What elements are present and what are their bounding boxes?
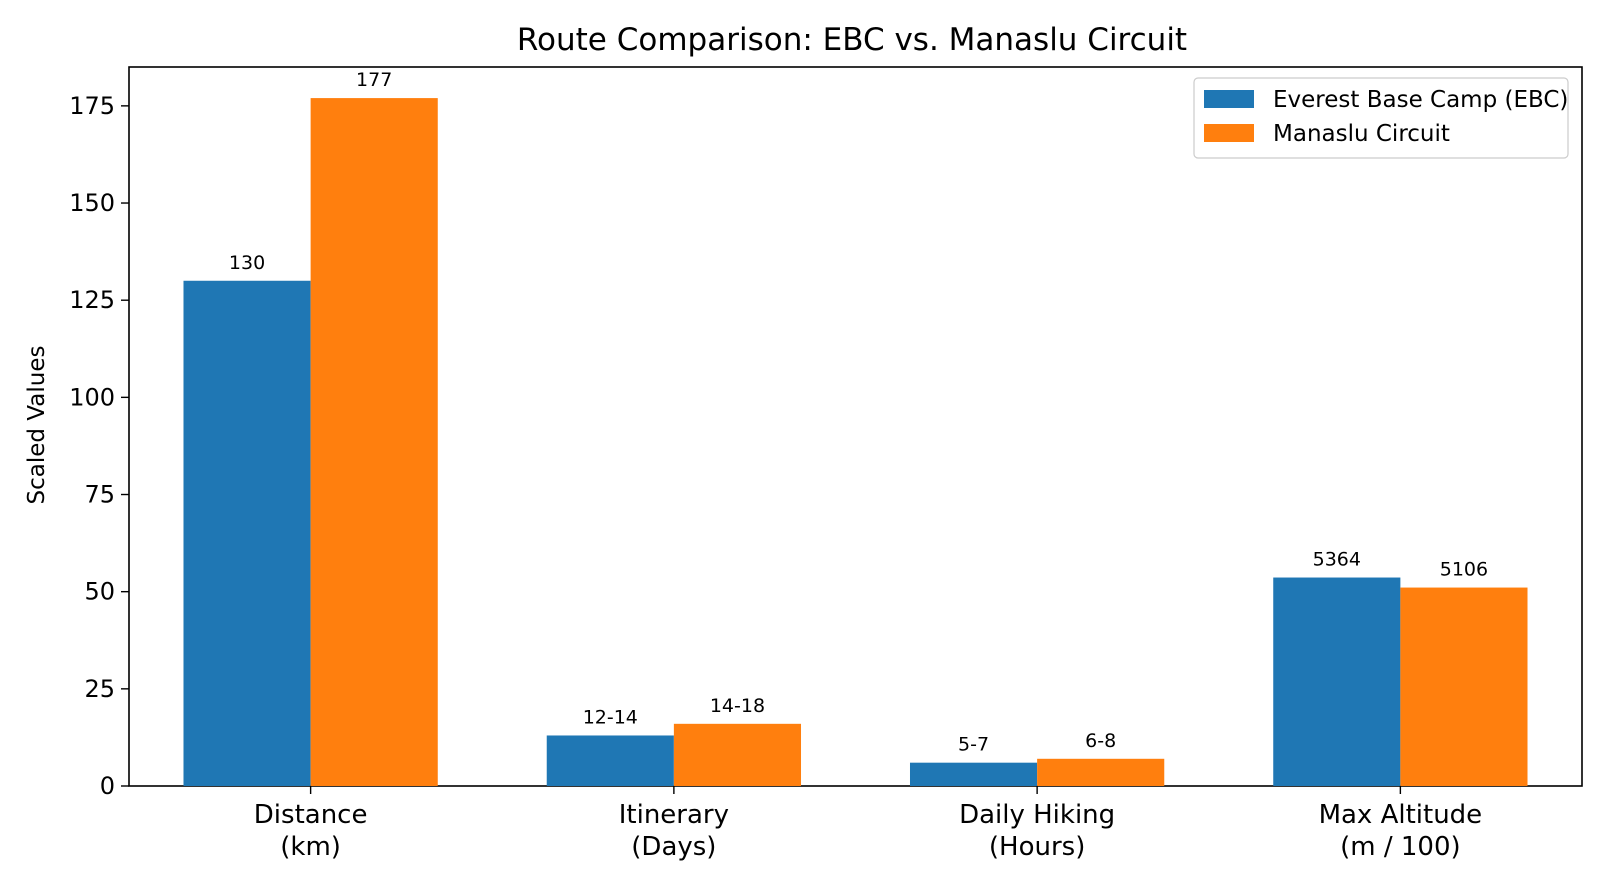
bar-value-label: 130 — [229, 252, 265, 274]
legend-entry-label: Everest Base Camp (EBC) — [1273, 87, 1568, 113]
bar — [909, 762, 1038, 786]
bar-value-label: 5364 — [1313, 549, 1361, 571]
x-tick-label: (Days) — [631, 832, 716, 862]
x-tick-label: Itinerary — [619, 800, 729, 830]
legend-box — [1193, 77, 1569, 159]
bar — [1037, 758, 1165, 786]
y-tick-label: 175 — [69, 92, 115, 120]
y-tick-label: 50 — [84, 578, 115, 606]
legend-swatch — [1204, 90, 1254, 108]
legend-entry-label: Manaslu Circuit — [1273, 121, 1450, 147]
x-tick-label: (km) — [280, 832, 341, 862]
x-tick-label: Daily Hiking — [959, 800, 1115, 830]
y-tick-label: 25 — [84, 675, 115, 703]
x-tick-label: Distance — [254, 800, 368, 830]
plot-area: 0 25 50 75 100 125 150 175 130 177 Distance(km) 12-… — [69, 66, 1583, 862]
y-tick-label: 150 — [69, 189, 115, 217]
bar — [183, 280, 311, 786]
x-tick-label: Max Altitude — [1319, 800, 1483, 830]
y-tick-label: 0 — [100, 772, 115, 800]
legend: Everest Base Camp (EBC) Manaslu Circuit — [1193, 77, 1569, 159]
y-tick-label: 125 — [69, 286, 115, 314]
bar — [546, 735, 674, 786]
bar-value-label: 5-7 — [958, 734, 989, 756]
bar — [1400, 587, 1528, 786]
bar-value-label: 5106 — [1440, 559, 1488, 581]
bar-value-label: 12-14 — [583, 706, 638, 728]
x-tick-label: (Hours) — [989, 832, 1085, 862]
legend-swatch — [1204, 124, 1254, 142]
y-tick-label: 100 — [69, 383, 115, 411]
bar — [1273, 577, 1401, 786]
chart-title: Route Comparison: EBC vs. Manaslu Circui… — [517, 22, 1187, 58]
axes-frame — [128, 66, 1583, 787]
bar — [310, 98, 438, 786]
bar-value-label: 177 — [356, 69, 392, 91]
y-tick-label: 75 — [84, 481, 115, 509]
x-tick-label: (m / 100) — [1340, 832, 1461, 862]
bar-value-label: 6-8 — [1085, 730, 1116, 752]
y-axis-label: Scaled Values — [24, 346, 50, 505]
bar-value-label: 14-18 — [710, 695, 765, 717]
bar — [673, 723, 802, 786]
